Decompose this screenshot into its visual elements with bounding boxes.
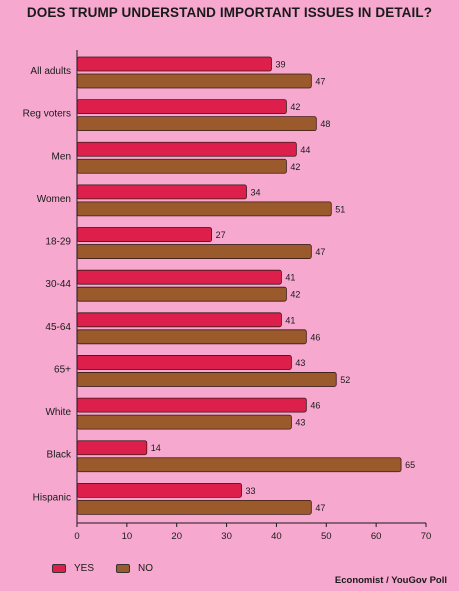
- x-tick-label: 60: [371, 531, 382, 542]
- bar-no: [76, 158, 287, 174]
- bar-yes: [76, 312, 282, 328]
- data-label: 42: [290, 162, 300, 172]
- bar-no: [76, 329, 307, 345]
- bar-yes: [76, 99, 287, 115]
- bar-yes: [76, 355, 292, 370]
- data-label: 65: [405, 460, 415, 470]
- data-label: 27: [216, 230, 226, 240]
- x-tick-label: 20: [171, 531, 182, 542]
- category-label: Black: [47, 450, 72, 461]
- data-label: 48: [320, 119, 330, 129]
- x-tick-label: 70: [421, 531, 432, 542]
- data-label: 52: [340, 375, 350, 385]
- category-label: White: [45, 407, 71, 418]
- legend-item-yes: YES: [52, 563, 94, 574]
- x-tick-label: 0: [74, 531, 79, 542]
- data-label: 34: [251, 187, 261, 197]
- category-label: Reg voters: [23, 109, 71, 120]
- data-label: 47: [315, 503, 325, 513]
- bar-yes: [76, 397, 307, 413]
- data-label: 46: [310, 332, 320, 342]
- bar-yes: [76, 141, 297, 157]
- bar-no: [76, 286, 287, 302]
- data-label: 41: [285, 273, 295, 283]
- bar-no: [76, 244, 312, 259]
- data-label: 44: [300, 145, 310, 155]
- bar-no: [76, 73, 312, 89]
- data-label: 46: [310, 401, 320, 411]
- legend-swatch-yes: [52, 564, 66, 573]
- data-label: 47: [315, 77, 325, 87]
- bar-yes: [76, 482, 242, 498]
- category-label: Men: [52, 151, 71, 162]
- bar-yes: [76, 227, 213, 242]
- category-label: 30-44: [45, 279, 71, 290]
- category-label: Hispanic: [33, 492, 71, 503]
- data-label: 42: [290, 290, 300, 300]
- legend-label-yes: YES: [74, 563, 95, 574]
- category-label: All adults: [30, 66, 71, 77]
- category-label: Women: [37, 194, 71, 205]
- data-label: 14: [151, 443, 161, 453]
- bar-no: [76, 372, 337, 387]
- bar-no: [76, 499, 312, 515]
- x-tick-label: 30: [221, 531, 232, 542]
- x-tick-label: 50: [321, 531, 332, 542]
- source-credit: Economist / YouGov Poll: [334, 575, 447, 586]
- bar-yes: [76, 440, 148, 456]
- bar-yes: [76, 269, 282, 285]
- data-label: 47: [315, 247, 325, 257]
- bar-no: [76, 201, 332, 217]
- data-label: 43: [295, 358, 305, 368]
- bar-no: [76, 414, 292, 430]
- data-label: 33: [246, 486, 256, 496]
- data-label: 43: [295, 418, 305, 428]
- legend-swatch-no: [116, 564, 131, 573]
- category-label: 65+: [54, 364, 71, 375]
- data-label: 39: [275, 60, 285, 70]
- data-label: 41: [285, 315, 295, 325]
- bar-no: [76, 116, 317, 132]
- category-label: 18-29: [45, 237, 71, 248]
- category-label: 45-64: [45, 322, 71, 333]
- x-tick-label: 10: [122, 531, 133, 542]
- data-label: 51: [335, 204, 345, 214]
- legend-label-no: NO: [138, 563, 154, 574]
- chart-title: DOES TRUMP UNDERSTAND IMPORTANT ISSUES I…: [26, 5, 433, 20]
- x-tick-label: 40: [271, 531, 282, 542]
- bar-yes: [76, 56, 272, 72]
- legend-item-no: NO: [116, 563, 153, 574]
- bar-no: [76, 457, 402, 473]
- legend: YES NO: [52, 563, 175, 574]
- bar-yes: [76, 184, 247, 200]
- data-label: 42: [290, 102, 300, 112]
